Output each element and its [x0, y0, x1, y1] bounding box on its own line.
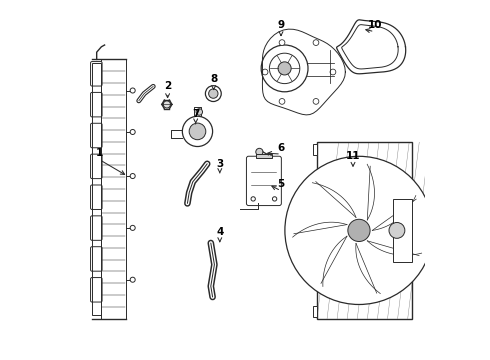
Circle shape	[256, 148, 263, 156]
Circle shape	[130, 174, 135, 179]
Circle shape	[272, 197, 277, 201]
Circle shape	[313, 99, 319, 104]
Bar	[313, 306, 317, 317]
Circle shape	[130, 88, 135, 93]
Bar	[256, 154, 271, 158]
Bar	[393, 199, 413, 262]
FancyBboxPatch shape	[91, 216, 102, 240]
Text: 9: 9	[277, 20, 285, 30]
Text: 10: 10	[368, 20, 382, 30]
FancyBboxPatch shape	[246, 156, 281, 206]
FancyBboxPatch shape	[91, 154, 102, 179]
Circle shape	[261, 45, 308, 92]
Circle shape	[163, 101, 171, 108]
Circle shape	[348, 219, 370, 242]
Circle shape	[278, 62, 291, 75]
FancyBboxPatch shape	[91, 93, 102, 117]
Circle shape	[279, 40, 285, 45]
Text: 4: 4	[216, 227, 223, 237]
Bar	[101, 59, 126, 319]
Bar	[92, 63, 101, 315]
Circle shape	[182, 116, 213, 147]
Text: 2: 2	[164, 81, 171, 91]
Text: 1: 1	[96, 148, 103, 158]
Circle shape	[270, 53, 300, 84]
FancyBboxPatch shape	[91, 278, 102, 302]
Circle shape	[313, 40, 319, 45]
Text: 3: 3	[216, 159, 223, 169]
Circle shape	[389, 222, 405, 238]
Bar	[317, 142, 413, 319]
Text: 6: 6	[277, 143, 285, 153]
Circle shape	[251, 197, 255, 201]
Bar	[313, 144, 317, 155]
FancyBboxPatch shape	[91, 185, 102, 210]
Circle shape	[262, 69, 268, 75]
Circle shape	[209, 89, 218, 98]
Circle shape	[196, 109, 202, 115]
Circle shape	[130, 225, 135, 230]
Text: 11: 11	[346, 150, 360, 161]
FancyBboxPatch shape	[91, 247, 102, 271]
Circle shape	[205, 86, 221, 102]
FancyBboxPatch shape	[91, 62, 102, 86]
Circle shape	[189, 123, 206, 140]
Circle shape	[279, 99, 285, 104]
FancyBboxPatch shape	[91, 123, 102, 148]
Circle shape	[330, 69, 336, 75]
Circle shape	[130, 277, 135, 282]
Circle shape	[285, 156, 433, 305]
Text: 5: 5	[277, 179, 285, 189]
Text: 8: 8	[210, 74, 217, 84]
Text: 7: 7	[192, 109, 199, 120]
Polygon shape	[263, 29, 345, 115]
Circle shape	[130, 130, 135, 135]
